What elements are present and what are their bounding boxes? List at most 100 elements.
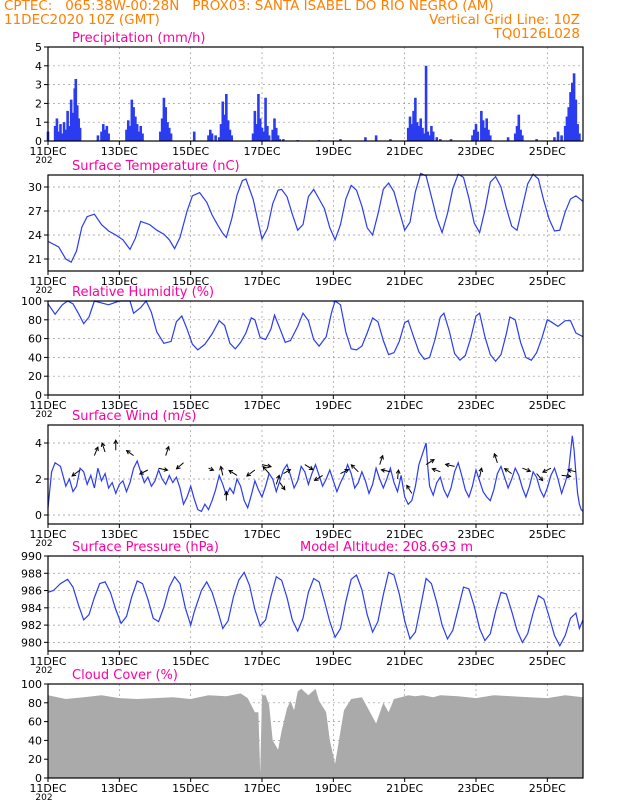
- y-tick-label: 80: [28, 314, 42, 327]
- x-tick-label: 15DEC: [172, 399, 209, 412]
- wind-arrowhead: [478, 467, 484, 473]
- precip-bar: [134, 116, 137, 141]
- panel-title: Relative Humidity (%): [72, 285, 214, 300]
- x-tick-label: 23DEC: [457, 782, 494, 795]
- x-year-label: 202: [35, 410, 52, 420]
- wind-arrowhead: [219, 465, 224, 471]
- wind-arrowhead: [566, 468, 572, 473]
- precip-bar: [506, 137, 510, 141]
- y-tick-label: 60: [28, 333, 42, 346]
- precip-bar: [576, 124, 579, 141]
- wind-arrowhead: [71, 472, 77, 477]
- wind-arrow: [406, 485, 413, 494]
- precip-bar: [219, 124, 223, 141]
- precip-bar: [474, 124, 478, 141]
- x-tick-label: 23DEC: [457, 145, 494, 158]
- precip-bar: [431, 131, 435, 141]
- wind-arrowhead: [526, 467, 532, 473]
- precip-bar: [415, 122, 419, 141]
- precip-bar: [53, 125, 57, 141]
- precip-bar: [139, 125, 143, 141]
- precip-bar: [160, 118, 164, 141]
- panel-frame: [47, 46, 584, 142]
- precip-bar: [208, 129, 212, 141]
- panel-title: Surface Wind (m/s): [72, 409, 196, 424]
- precip-bar: [68, 125, 71, 141]
- wind-arrowhead: [246, 472, 251, 477]
- precip-bar: [483, 127, 487, 141]
- precip-bar: [535, 139, 538, 141]
- wind-arrowhead: [406, 484, 411, 490]
- wind-arrow: [101, 442, 106, 453]
- precip-bar: [521, 135, 524, 141]
- header-code: TQ0126L028: [493, 26, 580, 42]
- x-tick-label: 19DEC: [315, 528, 352, 541]
- precip-bar: [64, 129, 68, 141]
- wind-line: [47, 435, 584, 513]
- wind-arrow: [340, 469, 349, 475]
- y-tick-label: 990: [21, 550, 42, 563]
- panel-wind: [44, 424, 584, 528]
- precip-bar: [439, 139, 442, 141]
- x-tick-label: 17DEC: [243, 275, 280, 288]
- wind-arrow: [504, 468, 512, 475]
- x-tick-label: 13DEC: [101, 399, 138, 412]
- x-tick-label: 13DEC: [101, 528, 138, 541]
- pres-line: [47, 571, 584, 648]
- wind-arrow: [314, 474, 323, 481]
- precip-bar: [77, 118, 80, 141]
- x-tick-label: 23DEC: [457, 528, 494, 541]
- wind-arrow: [379, 455, 384, 465]
- y-tick-label: 100: [21, 678, 42, 691]
- precip-bar: [560, 135, 563, 141]
- y-tick-label: 4: [35, 437, 42, 450]
- wind-arrowhead: [430, 459, 435, 464]
- wind-arrow: [542, 467, 552, 473]
- precip-bar: [260, 127, 264, 141]
- wind-arrow: [445, 463, 455, 467]
- precip-bar: [419, 118, 423, 141]
- x-tick-label: 13DEC: [101, 655, 138, 668]
- wind-arrowhead: [308, 465, 314, 471]
- precip-bar: [422, 133, 426, 141]
- y-tick-label: 21: [28, 253, 42, 266]
- wind-arrowhead: [566, 473, 572, 479]
- wind-arrow: [536, 473, 544, 481]
- precip-bar: [226, 120, 230, 141]
- wind-arrowhead: [395, 468, 401, 474]
- y-tick-label: 20: [28, 753, 42, 766]
- precip-bar: [513, 133, 517, 141]
- panel-frame: [47, 424, 584, 525]
- precip-bar: [271, 129, 274, 141]
- panel-precip: [44, 46, 584, 145]
- precip-bar: [192, 131, 196, 141]
- y-tick-label: 2: [35, 473, 42, 486]
- x-year-label: 202: [35, 666, 52, 676]
- precip-bar: [569, 92, 572, 141]
- precip-bar: [563, 125, 567, 141]
- wind-arrowhead: [94, 446, 99, 452]
- panel-title: Surface Temperature (nC): [72, 159, 240, 174]
- y-tick-label: 982: [21, 619, 42, 632]
- wind-arrowhead: [380, 468, 386, 473]
- wind-arrow: [71, 469, 81, 477]
- precip-bar: [417, 125, 421, 141]
- precip-bar: [55, 118, 59, 141]
- x-tick-label: 21DEC: [386, 655, 423, 668]
- x-tick-label: 25DEC: [529, 399, 566, 412]
- y-tick-label: 27: [28, 205, 42, 218]
- precip-bar: [472, 129, 476, 141]
- precip-bar: [125, 129, 128, 141]
- x-tick-label: 17DEC: [243, 399, 280, 412]
- precip-bar: [565, 116, 569, 141]
- panel-frame: [47, 555, 584, 652]
- x-tick-label: 19DEC: [315, 145, 352, 158]
- precip-bar: [71, 112, 75, 141]
- x-tick-label: 19DEC: [315, 275, 352, 288]
- precip-bar: [421, 127, 424, 141]
- precip-bar: [412, 110, 415, 141]
- x-tick-label: 15DEC: [172, 275, 209, 288]
- rh-line: [47, 299, 584, 363]
- y-tick-label: 980: [21, 636, 42, 649]
- x-tick-label: 25DEC: [529, 275, 566, 288]
